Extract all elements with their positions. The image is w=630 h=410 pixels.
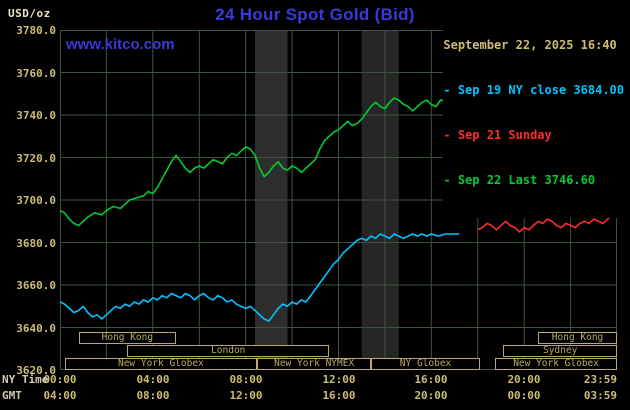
session-box-new-york-nymex: New York NYMEX [257,358,371,370]
series-line-sep-21-sunday [477,206,617,233]
kitco-watermark-link[interactable]: www.kitco.com [66,36,175,53]
x-axis-ny-tick-label: 23:59 [583,373,617,386]
legend-item-0: - Sep 19 NY close 3684.00 [443,83,624,97]
y-axis-tick-label: 3640.0 [16,322,56,335]
session-box-sydney: Sydney [503,345,617,357]
x-axis-gmt-tick-label: 03:59 [583,389,617,402]
y-axis-tick-label: 3740.0 [16,109,56,122]
y-axis-tick-label: 3660.0 [16,279,56,292]
y-axis-unit-label: USD/oz [8,7,51,20]
series-line-sep-19-ny-close [60,233,460,322]
session-box-new-york-globex: New York Globex [64,358,258,370]
x-axis-ny-tick-label: 08:00 [229,373,263,386]
y-axis-tick-label: 3760.0 [16,67,56,80]
y-axis-tick-label: 3700.0 [16,194,56,207]
legend-item-2: - Sep 22 Last 3746.60 [443,173,596,187]
chart-info-panel: September 22, 2025 16:40 - Sep 19 NY clo… [443,8,624,218]
x-axis-gmt-tick-label: 20:00 [414,389,448,402]
session-box-hong-kong: Hong Kong [78,332,177,344]
x-axis-ny-tick-label: 00:00 [43,373,77,386]
x-axis-gmt-tick-label: 00:00 [507,389,541,402]
x-axis-ny-tick-label: 04:00 [136,373,170,386]
y-axis-tick-label: 3780.0 [16,24,56,37]
legend-item-1: - Sep 21 Sunday [443,128,552,142]
x-axis-gmt-tick-label: 12:00 [229,389,263,402]
x-axis-ny-tick-label: 16:00 [414,373,448,386]
chart-canvas [60,30,617,370]
market-sessions-overlay: Hong Kong Hong Kong London Sydney New York G… [60,30,617,370]
series-line-sep-22-last [60,97,448,227]
x-axis-ny-tick-label: 12:00 [322,373,356,386]
x-axis-gmt-tick-label: 04:00 [43,389,77,402]
ny-time-axis-caption: NY Time [2,373,49,386]
session-box-london: London [127,345,330,357]
chart-datetime: September 22, 2025 16:40 [443,38,617,52]
chart-title: 24 Hour Spot Gold (Bid) [215,5,415,24]
x-axis-gmt-tick-label: 16:00 [322,389,356,402]
x-axis-gmt-tick-label: 08:00 [136,389,170,402]
x-axis-ny-tick-label: 20:00 [507,373,541,386]
plot-area: Hong Kong Hong Kong London Sydney New York G… [60,30,617,370]
session-box-ny-globex: NY Globex [371,358,481,370]
y-axis-tick-label: 3620.0 [16,364,56,377]
gmt-axis-caption: GMT [2,389,22,402]
y-axis-tick-label: 3720.0 [16,152,56,165]
y-axis-tick-label: 3680.0 [16,237,56,250]
session-box-hong-kong: Hong Kong [538,332,617,344]
session-box-new-york-globex: New York Globex [495,358,617,370]
